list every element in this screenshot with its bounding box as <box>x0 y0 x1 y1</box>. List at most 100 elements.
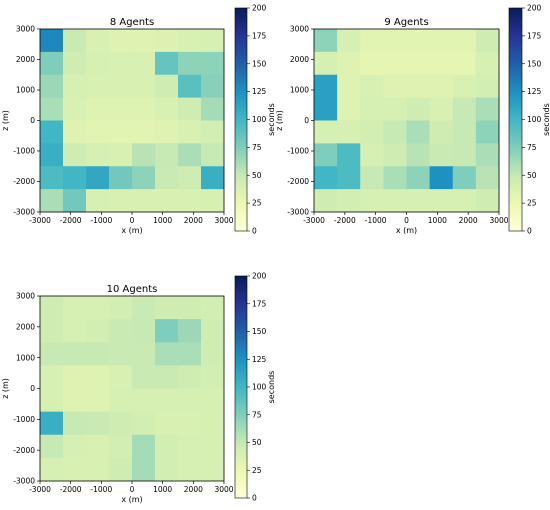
x-tick-label: 1000 <box>153 216 172 225</box>
heatmap-cell <box>40 189 64 213</box>
heatmap-cell <box>475 189 500 213</box>
heatmap-cell <box>63 388 87 413</box>
heatmap-cell <box>86 51 110 76</box>
heatmap-cell <box>475 51 500 76</box>
heatmap-cell <box>40 365 64 389</box>
heatmap-cell <box>337 166 361 190</box>
heatmap-cell <box>337 74 361 99</box>
y-tick-label: -3000 <box>287 208 309 217</box>
y-tick-label: -3000 <box>13 477 35 486</box>
heatmap-cell <box>109 457 133 482</box>
heatmap-cell <box>109 74 133 99</box>
heatmap-cell <box>201 457 225 482</box>
y-tick-label: -2000 <box>13 446 35 455</box>
colorbar-tick-label: 25 <box>252 199 262 208</box>
heatmap-cell <box>337 120 361 144</box>
colorbar-tick-label: 50 <box>252 438 262 447</box>
colorbar-tick-label: 100 <box>252 115 267 124</box>
heatmap-cell <box>178 388 202 413</box>
heatmap-cell <box>86 411 110 436</box>
heatmap-cell <box>86 296 110 320</box>
heatmap-cell <box>406 166 431 190</box>
x-axis-label: x (m) <box>121 226 142 235</box>
heatmap-cell <box>155 143 179 167</box>
heatmap-cell <box>132 143 156 167</box>
colorbar-tick-label: 175 <box>252 299 267 308</box>
heatmap-cell <box>40 29 64 53</box>
x-tick-label: 1000 <box>153 485 172 494</box>
heatmap-cell <box>155 51 179 76</box>
heatmap-cell <box>201 365 225 389</box>
heatmap-cell <box>314 120 338 144</box>
heatmap-cell <box>86 457 110 482</box>
heatmap-cell <box>109 411 133 436</box>
y-tick-label: 0 <box>30 384 35 393</box>
heatmap-cell <box>132 365 156 389</box>
heatmap-cell <box>429 29 454 53</box>
chart-title: 10 Agents <box>107 284 158 295</box>
heatmap-cell <box>452 29 477 53</box>
x-tick-label: -1000 <box>90 216 112 225</box>
heatmap-cell <box>178 411 202 436</box>
heatmap-cell <box>40 411 64 436</box>
heatmap-cell <box>201 342 225 366</box>
heatmap-cell <box>178 143 202 167</box>
heatmap-panel: -3000 -2000 -1000 0 1000 2000 3000-3000-2000-1… <box>1 4 276 236</box>
y-tick-label: 3000 <box>16 25 35 34</box>
colorbar-tick-label: 125 <box>252 355 267 364</box>
heatmap-cell <box>452 74 477 99</box>
heatmap-cell <box>337 97 361 121</box>
heatmap-cell <box>155 97 179 121</box>
heatmap-cell <box>429 51 454 76</box>
colorbar-tick-label: 100 <box>527 115 542 124</box>
heatmap-cell <box>201 51 225 76</box>
heatmap-cell <box>155 296 179 320</box>
heatmap-cell <box>63 51 87 76</box>
heatmap-cell <box>155 411 179 436</box>
heatmap-cell <box>155 457 179 482</box>
y-tick-label: -2000 <box>287 177 309 186</box>
colorbar-label: seconds <box>267 103 276 136</box>
heatmap-cell <box>109 319 133 343</box>
colorbar-tick-label: 200 <box>252 272 267 281</box>
heatmap-cell <box>40 51 64 76</box>
y-tick-label: 0 <box>304 116 309 125</box>
heatmap-cell <box>86 143 110 167</box>
heatmap-cell <box>178 342 202 366</box>
heatmap-cell <box>475 29 500 53</box>
heatmap-cell <box>63 411 87 436</box>
y-tick-label: -1000 <box>287 147 309 156</box>
heatmap-cell <box>132 411 156 436</box>
heatmap-cell <box>201 29 225 53</box>
heatmap-cell <box>429 189 454 213</box>
heatmap-cell <box>475 120 500 144</box>
heatmap-cell <box>40 457 64 482</box>
x-tick-label: -3000 <box>303 216 325 225</box>
y-tick-label: 3000 <box>290 25 309 34</box>
y-tick-label: 0 <box>30 116 35 125</box>
y-tick-label: 3000 <box>16 292 35 301</box>
heatmap-cell <box>429 143 454 167</box>
heatmap-cell <box>314 97 338 121</box>
colorbar-tick-label: 175 <box>527 31 542 40</box>
heatmap-cell <box>337 29 361 53</box>
x-tick-label: -1000 <box>90 485 112 494</box>
heatmap-cell <box>314 29 338 53</box>
heatmap-cell <box>63 457 87 482</box>
heatmap-cell <box>63 74 87 99</box>
x-tick-label: 2000 <box>184 216 203 225</box>
heatmap-cell <box>178 120 202 144</box>
heatmap-cell <box>132 342 156 366</box>
heatmap-cell <box>63 342 87 366</box>
x-tick-label: 0 <box>404 216 409 225</box>
heatmap-cell <box>40 342 64 366</box>
heatmap-cell <box>132 296 156 320</box>
y-tick-label: 1000 <box>290 86 309 95</box>
heatmap-cell <box>132 434 156 459</box>
heatmap-cell <box>178 166 202 190</box>
heatmap-cell <box>109 388 133 413</box>
colorbar-tick-label: 150 <box>252 327 267 336</box>
heatmap-cell <box>86 120 110 144</box>
colorbar-label: seconds <box>267 371 276 404</box>
heatmap-cell <box>178 319 202 343</box>
